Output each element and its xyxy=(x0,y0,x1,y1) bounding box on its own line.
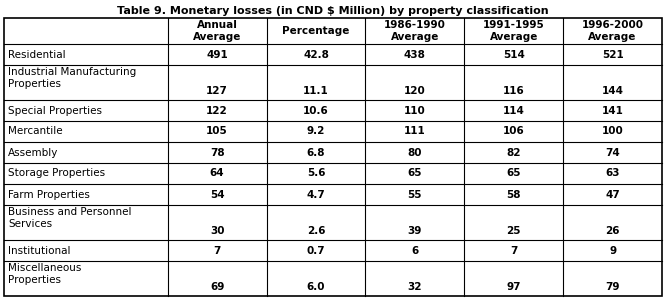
Text: 1996-2000
Average: 1996-2000 Average xyxy=(581,20,643,42)
Text: 1991-1995
Average: 1991-1995 Average xyxy=(483,20,545,42)
Text: 141: 141 xyxy=(601,106,623,116)
Text: Assembly: Assembly xyxy=(8,148,59,157)
Text: 105: 105 xyxy=(206,127,228,137)
Text: Special Properties: Special Properties xyxy=(8,106,102,116)
Text: 82: 82 xyxy=(506,148,521,157)
Text: 32: 32 xyxy=(408,282,422,292)
Text: 6.8: 6.8 xyxy=(307,148,325,157)
Text: 110: 110 xyxy=(404,106,426,116)
Text: 26: 26 xyxy=(605,226,620,236)
Text: Table 9. Monetary losses (in CND $ Million) by property classification: Table 9. Monetary losses (in CND $ Milli… xyxy=(117,6,549,16)
Text: 69: 69 xyxy=(210,282,224,292)
Text: 65: 65 xyxy=(506,168,521,178)
Text: 80: 80 xyxy=(408,148,422,157)
Text: 5.6: 5.6 xyxy=(307,168,325,178)
Text: 521: 521 xyxy=(601,49,623,59)
Text: 6.0: 6.0 xyxy=(307,282,325,292)
Text: Storage Properties: Storage Properties xyxy=(8,168,105,178)
Text: 100: 100 xyxy=(601,127,623,137)
Text: 120: 120 xyxy=(404,86,426,96)
Text: 106: 106 xyxy=(503,127,525,137)
Text: 116: 116 xyxy=(503,86,525,96)
Text: Industrial Manufacturing
Properties: Industrial Manufacturing Properties xyxy=(8,67,137,88)
Text: 127: 127 xyxy=(206,86,228,96)
Text: 79: 79 xyxy=(605,282,620,292)
Text: 97: 97 xyxy=(506,282,521,292)
Text: 64: 64 xyxy=(210,168,224,178)
Text: 11.1: 11.1 xyxy=(303,86,329,96)
Text: 4.7: 4.7 xyxy=(306,189,325,199)
Text: Percentage: Percentage xyxy=(282,26,350,36)
Text: 10.6: 10.6 xyxy=(303,106,329,116)
Text: Farm Properties: Farm Properties xyxy=(8,189,90,199)
Text: 111: 111 xyxy=(404,127,426,137)
Text: 54: 54 xyxy=(210,189,224,199)
Text: 63: 63 xyxy=(605,168,620,178)
Text: 144: 144 xyxy=(601,86,623,96)
Text: 55: 55 xyxy=(408,189,422,199)
Text: Annual
Average: Annual Average xyxy=(193,20,241,42)
Text: Miscellaneous
Properties: Miscellaneous Properties xyxy=(8,263,81,285)
Text: 65: 65 xyxy=(408,168,422,178)
Text: Residential: Residential xyxy=(8,49,66,59)
Text: Institutional: Institutional xyxy=(8,246,71,256)
Text: 6: 6 xyxy=(411,246,418,256)
Text: 491: 491 xyxy=(206,49,228,59)
Text: 2.6: 2.6 xyxy=(307,226,325,236)
Text: 58: 58 xyxy=(506,189,521,199)
Text: 7: 7 xyxy=(510,246,517,256)
Text: 39: 39 xyxy=(408,226,422,236)
Text: Business and Personnel
Services: Business and Personnel Services xyxy=(8,207,131,229)
Text: 25: 25 xyxy=(506,226,521,236)
Text: 514: 514 xyxy=(503,49,525,59)
Text: 9.2: 9.2 xyxy=(307,127,325,137)
Text: 30: 30 xyxy=(210,226,224,236)
Text: 122: 122 xyxy=(206,106,228,116)
Text: 0.7: 0.7 xyxy=(306,246,325,256)
Text: 74: 74 xyxy=(605,148,620,157)
Text: 7: 7 xyxy=(213,246,221,256)
Text: 9: 9 xyxy=(609,246,616,256)
Text: Mercantile: Mercantile xyxy=(8,127,63,137)
Text: 47: 47 xyxy=(605,189,620,199)
Text: 42.8: 42.8 xyxy=(303,49,329,59)
Text: 438: 438 xyxy=(404,49,426,59)
Text: 78: 78 xyxy=(210,148,224,157)
Text: 1986-1990
Average: 1986-1990 Average xyxy=(384,20,446,42)
Text: 114: 114 xyxy=(503,106,525,116)
